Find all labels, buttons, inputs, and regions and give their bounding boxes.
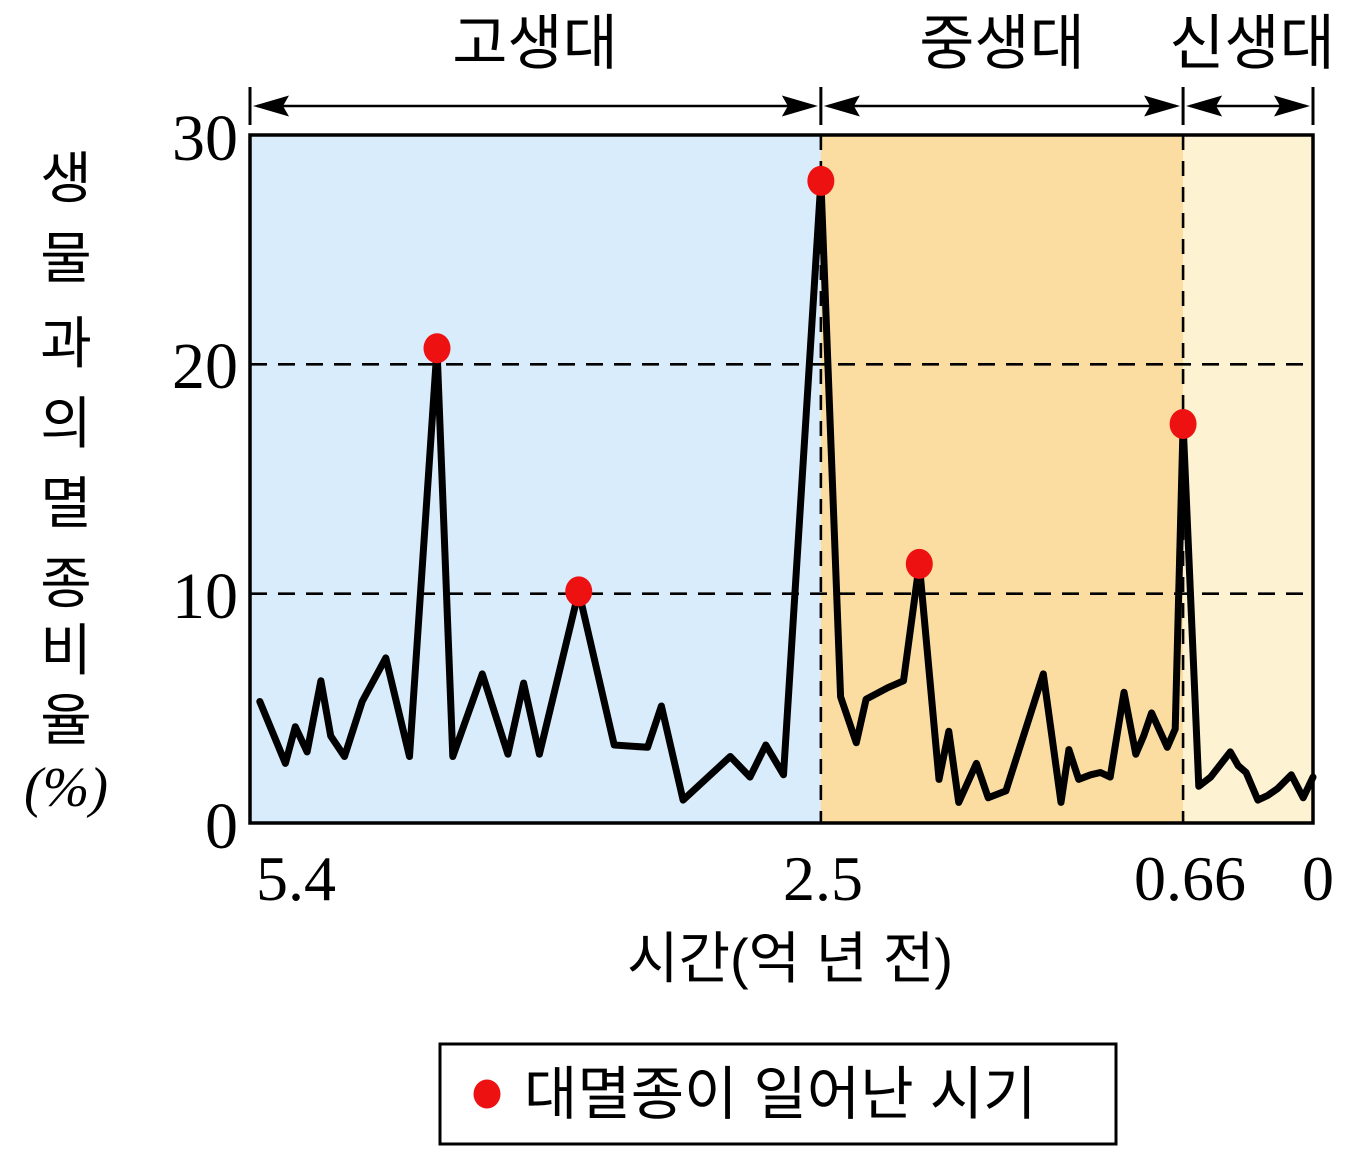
era-label-cenozoic: 신생대 — [1169, 10, 1335, 77]
y-axis-char: 생 — [40, 147, 92, 210]
y-axis-char: 비 — [40, 619, 92, 682]
x-tick-2-5: 2.5 — [783, 843, 863, 914]
y-axis-char: 과 — [40, 312, 92, 375]
legend: 대멸종이 일어난 시기 — [438, 1042, 1118, 1146]
legend-box — [438, 1042, 1118, 1146]
era-arrowhead-right-icon — [1274, 95, 1310, 117]
era-region-0 — [250, 135, 821, 823]
y-tick-0: 0 — [205, 790, 238, 863]
extinction-dot-2 — [807, 165, 835, 196]
y-axis-char: 종 — [40, 552, 92, 615]
plot-border — [248, 133, 1315, 825]
extinction-dot-0 — [423, 333, 451, 364]
era-arrowhead-right-icon — [1144, 95, 1181, 117]
y-tick-20: 20 — [172, 330, 238, 403]
y-axis-unit: (%) — [24, 757, 108, 819]
y-axis-char: 율 — [40, 689, 92, 752]
era-arrowhead-left-icon — [253, 95, 289, 117]
extinction-dot-3 — [905, 548, 933, 579]
extinction-dot-1 — [565, 576, 593, 607]
y-axis-char: 물 — [40, 227, 92, 290]
y-tick-30: 30 — [172, 102, 238, 175]
era-arrowhead-right-icon — [781, 95, 818, 117]
x-axis-title: 시간(억 년 전) — [627, 927, 953, 990]
x-tick-5-4: 5.4 — [256, 843, 336, 914]
era-arrowhead-left-icon — [1186, 95, 1223, 117]
y-axis-title: 생 물 과 의 멸 종 비 율 (%) — [24, 147, 108, 819]
era-span-arrows — [248, 87, 1315, 125]
y-axis-char: 의 — [40, 392, 92, 455]
x-tick-0: 0 — [1302, 843, 1334, 914]
legend-extinction-dot-icon — [473, 1079, 501, 1109]
mass-extinction-markers — [423, 165, 1197, 607]
era-arrowhead-left-icon — [823, 95, 860, 117]
extinction-dot-4 — [1169, 408, 1197, 439]
legend-label: 대멸종이 일어난 시기 — [524, 1062, 1036, 1127]
y-axis-char: 멸 — [40, 472, 92, 535]
era-background-regions — [250, 135, 1313, 823]
era-region-2 — [1183, 135, 1313, 823]
x-tick-0-66: 0.66 — [1134, 843, 1246, 914]
era-label-mesozoic: 중생대 — [919, 10, 1085, 77]
y-tick-10: 10 — [172, 560, 238, 633]
era-label-paleozoic: 고생대 — [452, 10, 618, 77]
